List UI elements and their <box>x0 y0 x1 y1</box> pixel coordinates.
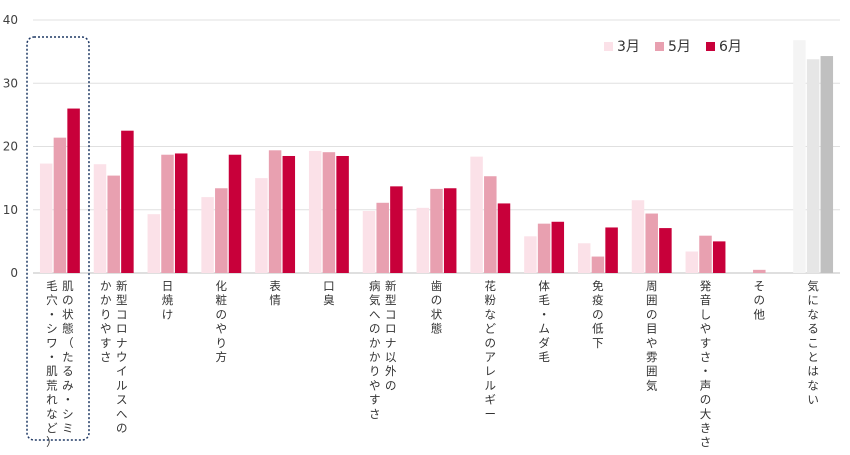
bar-5月-0 <box>53 137 67 273</box>
category-label: かかりやすさ <box>100 279 112 364</box>
category-label: 周囲の目や雰囲気 <box>646 279 658 392</box>
category-label: 毛穴・シワ・肌荒れなど） <box>46 279 58 449</box>
bar-5月-10 <box>591 256 605 273</box>
bar-6月-12 <box>712 241 726 274</box>
bar-6月-9 <box>551 221 565 273</box>
y-tick-label: 0 <box>10 266 18 280</box>
category-label: 新型コロナ以外の <box>385 279 397 392</box>
bar-3月-3 <box>201 197 214 273</box>
bar-5月-2 <box>161 154 174 273</box>
bar-3月-7 <box>416 207 430 273</box>
bar-5月-9 <box>537 223 551 273</box>
bar-3月-2 <box>147 214 161 273</box>
bar-3月-1 <box>93 164 107 273</box>
bar-3月-5 <box>308 150 322 273</box>
legend-swatch-6月 <box>706 42 715 51</box>
bar-5月-14 <box>806 59 820 273</box>
category-label: 免疫の低下 <box>592 279 604 350</box>
category-label: 化粧のやり方 <box>216 279 228 364</box>
bar-3月-8 <box>470 156 483 273</box>
bar-6月-2 <box>174 153 188 273</box>
legend-swatch-5月 <box>655 42 664 51</box>
bar-5月-6 <box>376 202 389 273</box>
bar-6月-0 <box>67 108 80 273</box>
bar-6月-6 <box>390 186 403 273</box>
category-label: 花粉などのアレルギー <box>485 279 497 421</box>
bar-5月-5 <box>322 152 336 273</box>
bar-5月-4 <box>268 150 282 273</box>
bar-3月-9 <box>524 236 537 273</box>
bar-6月-4 <box>282 155 296 273</box>
bar-3月-0 <box>39 163 53 273</box>
bar-5月-12 <box>699 235 712 273</box>
legend-label: 5月 <box>668 39 691 55</box>
bar-6月-11 <box>659 228 672 273</box>
bar-3月-11 <box>631 200 645 273</box>
bar-6月-14 <box>820 56 834 273</box>
category-label: 体毛・ムダ毛 <box>538 279 550 364</box>
bar-3月-4 <box>255 178 268 274</box>
bar-6月-5 <box>336 155 349 273</box>
y-tick-label: 10 <box>3 203 18 217</box>
legend-swatch-3月 <box>604 42 613 51</box>
y-tick-label: 40 <box>3 13 18 27</box>
bar-3月-14 <box>793 40 806 273</box>
bar-3月-10 <box>577 243 591 273</box>
y-tick-label: 20 <box>3 140 18 154</box>
category-label: 病気へのかかりやすさ <box>369 279 381 421</box>
legend: 3月 5月 6月 <box>604 39 742 55</box>
bar-5月-1 <box>107 175 120 273</box>
category-label: 新型コロナウイルスへの <box>116 279 128 435</box>
category-label: 歯の状態 <box>431 279 443 336</box>
bar-5月-13 <box>753 269 766 273</box>
y-tick-label: 30 <box>3 76 18 90</box>
bar-6月-1 <box>121 130 134 273</box>
highlight-box <box>26 36 90 441</box>
bar-5月-3 <box>215 188 228 273</box>
category-label: 日焼け <box>162 279 174 321</box>
legend-label: 6月 <box>719 39 742 55</box>
legend-label: 3月 <box>617 39 640 55</box>
category-label: 発音しやすさ・声の大きさ <box>700 279 712 449</box>
bar-5月-11 <box>645 213 658 273</box>
y-axis-ticks: 0 10 20 30 40 <box>3 13 18 280</box>
category-label: 気になることはない <box>807 279 819 407</box>
category-label: 口臭 <box>323 279 335 307</box>
bar-3月-6 <box>362 211 376 273</box>
bar-6月-8 <box>497 203 511 273</box>
bars <box>39 40 834 274</box>
bar-5月-8 <box>484 176 497 273</box>
bar-6月-7 <box>443 188 457 273</box>
category-label: 肌の状態（たるみ・シミ <box>62 279 74 435</box>
bar-3月-12 <box>685 251 699 273</box>
category-label: その他 <box>754 279 766 321</box>
bar-5月-7 <box>430 188 443 273</box>
category-label: 表情 <box>269 279 281 307</box>
bar-6月-10 <box>605 227 618 273</box>
bar-6月-3 <box>228 154 242 273</box>
